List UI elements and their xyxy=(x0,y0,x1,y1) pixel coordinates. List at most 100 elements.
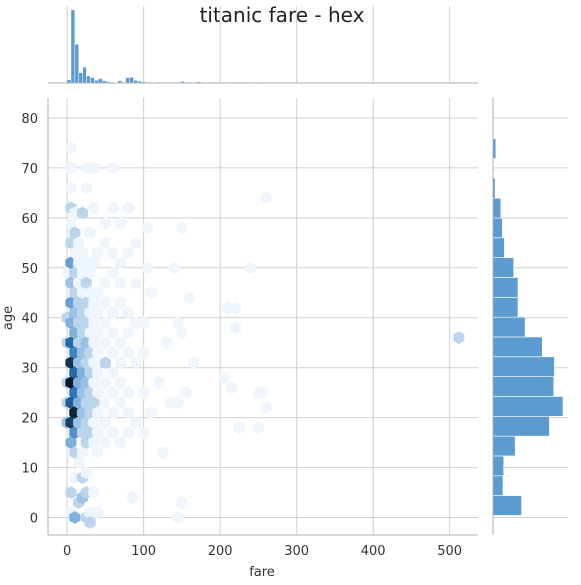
marginal-y-histogram xyxy=(492,98,568,535)
hexbin-cell xyxy=(65,436,77,450)
hexbin-cell xyxy=(184,291,196,305)
hexbin-cell xyxy=(69,226,81,240)
y-tick-label: 30 xyxy=(21,362,38,377)
hexbin-cell xyxy=(107,246,119,260)
hexbin-cell xyxy=(229,321,241,335)
hexbin-cell xyxy=(88,376,100,390)
hexbin-cell xyxy=(88,356,100,370)
hexbin-cell xyxy=(92,446,104,459)
chart-title: titanic fare - hex xyxy=(200,3,365,27)
hexbin-cell xyxy=(73,236,85,250)
marginal-x-bar xyxy=(74,44,79,84)
marginal-y-bar xyxy=(492,316,526,338)
marginal-y-bar xyxy=(492,495,522,516)
hexbin-cell xyxy=(176,326,188,340)
hexbin-cell xyxy=(122,386,134,400)
hexbin-cell xyxy=(141,221,154,235)
hexbin-cell xyxy=(130,276,142,290)
hexbin-plot: 0 100 200 300 400 500 0 10 20 30 40 50 60 70 80 xyxy=(21,98,478,559)
marginal-x-bar xyxy=(70,9,75,84)
hexbin-cell xyxy=(107,266,119,280)
hexbin-cell xyxy=(115,336,127,350)
marginal-x-bar xyxy=(129,77,134,84)
hexbin-cell xyxy=(260,191,272,205)
hexbin-cell xyxy=(88,436,100,450)
hexbin-cell xyxy=(99,336,111,350)
hexbin-cell xyxy=(76,206,88,220)
hexbin-cell xyxy=(138,386,150,400)
y-tick-label: 20 xyxy=(21,412,38,427)
hexbin-cell xyxy=(115,376,127,390)
hexbin-cell xyxy=(88,336,100,350)
hexbin-cell xyxy=(122,326,134,340)
x-tick-label: 0 xyxy=(63,544,71,559)
hexbin-cell xyxy=(99,416,111,430)
hexbin-cell xyxy=(138,346,150,360)
y-axis-label: age xyxy=(1,306,16,330)
hexbin-cell xyxy=(65,216,77,230)
hexbin-cell xyxy=(153,376,165,390)
hexbin-cell xyxy=(99,296,111,310)
hexbin-cell xyxy=(130,236,142,250)
marginal-y-bar xyxy=(492,415,550,437)
hexbin-cell xyxy=(115,256,127,270)
hexbin-cell xyxy=(115,356,127,370)
x-tick-label: 500 xyxy=(437,544,462,559)
hexbin-cell xyxy=(107,406,119,420)
marginal-y-bar xyxy=(492,297,519,318)
hexbin-cell xyxy=(65,181,77,195)
x-axis-label: fare xyxy=(249,565,275,580)
hexbin-cell xyxy=(99,436,111,450)
hexbin-cell xyxy=(453,331,465,345)
marginal-y-bar xyxy=(492,277,519,298)
hexbin-cell xyxy=(138,316,150,330)
hexbin-cell xyxy=(73,456,85,469)
hexbin-cell xyxy=(145,406,157,420)
hexbin-cell xyxy=(84,226,96,240)
hexbin-cell xyxy=(107,426,119,440)
hexbin-cell xyxy=(245,261,257,275)
hexbin-cell xyxy=(168,261,180,275)
hexbin-cell xyxy=(107,386,119,400)
marginal-x-bar xyxy=(90,77,95,84)
hexbin-cell xyxy=(233,421,245,435)
hexbin-cell xyxy=(92,286,104,300)
hexbin-cell xyxy=(107,366,119,380)
marginal-x-bar xyxy=(125,77,130,84)
hexbin-cell xyxy=(115,276,127,290)
x-tick-label: 400 xyxy=(361,544,386,559)
hexbin-cell xyxy=(88,256,100,270)
marginal-x-histogram xyxy=(48,6,478,84)
hexbin-cell xyxy=(84,266,96,280)
hexbin-cell xyxy=(69,511,81,524)
hexbin-cell xyxy=(99,316,111,330)
hexbin-cell xyxy=(88,316,100,330)
hexbin-cell xyxy=(256,386,268,400)
hexbin-cell xyxy=(92,506,104,519)
y-tick-label: 80 xyxy=(21,112,38,127)
hexbin-cell xyxy=(107,306,119,320)
hexbin-cell xyxy=(115,216,127,230)
hexbin-cell xyxy=(157,446,169,459)
hexbin-cell xyxy=(107,201,119,215)
y-tick-label: 60 xyxy=(21,212,38,227)
hexbin-cell xyxy=(226,381,238,395)
hexbin-cell xyxy=(88,201,100,215)
hexbin-cell xyxy=(80,466,92,479)
hexbin-cell xyxy=(161,336,173,350)
hexbin-cell xyxy=(99,396,111,410)
hexbin-cell xyxy=(88,296,100,310)
hexbin-cell xyxy=(122,306,134,320)
hexbin-cell xyxy=(65,486,77,499)
marginal-y-bar xyxy=(492,217,503,239)
hexbin-cell xyxy=(99,276,111,290)
hexbin-cell xyxy=(252,421,264,435)
hexbin-cell xyxy=(92,346,104,360)
hexbin-cell xyxy=(88,486,100,499)
hexbin-cell xyxy=(218,371,230,385)
hexbin-cell xyxy=(88,161,100,175)
y-tick-label: 40 xyxy=(21,312,38,327)
x-tick-label: 100 xyxy=(131,544,156,559)
